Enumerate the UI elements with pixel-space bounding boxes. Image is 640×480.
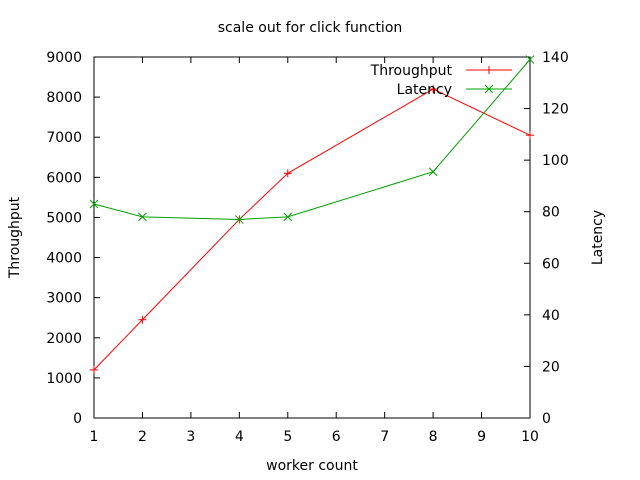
y-tick-label: 7000 xyxy=(46,130,82,146)
plot-frame xyxy=(93,56,531,419)
y-tick-label: 4000 xyxy=(46,251,82,267)
y-tick-label: 0 xyxy=(73,411,82,427)
x-tick-label: 4 xyxy=(235,429,244,445)
latency-point xyxy=(89,199,99,209)
legend-marker-throughput xyxy=(485,66,493,74)
ticks-layer: 1 2 3 4 5 6 7 8 9 1001000200030004000500060007000… xyxy=(46,50,568,445)
y2-tick-label: 100 xyxy=(542,153,569,169)
x-tick-label: 3 xyxy=(186,429,195,445)
y-tick-label: 8000 xyxy=(46,90,82,106)
throughput-point xyxy=(138,315,147,324)
x-tick-label: 9 xyxy=(477,429,486,445)
y-tick-label: 6000 xyxy=(46,170,82,186)
series-layer xyxy=(89,55,535,374)
throughput-series-line xyxy=(93,88,531,371)
y2-axis-label: Latency xyxy=(590,210,606,265)
y2-tick-label: 140 xyxy=(542,50,569,66)
y-tick-label: 5000 xyxy=(46,210,82,226)
y2-tick-label: 40 xyxy=(542,308,560,324)
latency-point xyxy=(525,55,535,64)
legend-marker-latency xyxy=(484,84,494,94)
throughput-point xyxy=(526,131,534,140)
y-tick-label: 2000 xyxy=(46,331,82,347)
throughput-point xyxy=(429,85,438,94)
x-tick-label: 1 xyxy=(90,429,99,445)
y2-tick-label: 20 xyxy=(542,359,560,375)
y-tick-label: 1000 xyxy=(46,371,82,387)
y-axis-label: Throughput xyxy=(7,196,23,279)
throughput-point xyxy=(283,169,292,178)
x-tick-label: 5 xyxy=(283,429,292,445)
x-tick-label: 8 xyxy=(429,429,438,445)
latency-series-line xyxy=(93,59,531,220)
throughput-point xyxy=(90,365,98,374)
x-tick-label: 6 xyxy=(332,429,341,445)
y2-tick-label: 80 xyxy=(542,205,560,221)
latency-point xyxy=(234,215,244,224)
chart-title: scale out for click function xyxy=(218,20,403,36)
x-axis-label: worker count xyxy=(266,458,358,474)
y2-tick-label: 120 xyxy=(542,102,569,118)
legend: Throughput Latency xyxy=(370,63,512,98)
y-tick-label: 3000 xyxy=(46,291,82,307)
y2-tick-label: 60 xyxy=(542,256,560,272)
y-tick-label: 9000 xyxy=(46,50,82,66)
legend-label-throughput: Throughput xyxy=(370,63,453,79)
legend-label-latency: Latency xyxy=(397,82,452,98)
x-tick-label: 7 xyxy=(380,429,389,445)
x-tick-label: 2 xyxy=(138,429,147,445)
latency-point xyxy=(138,212,147,222)
x-tick-label: 10 xyxy=(521,429,539,445)
y2-tick-label: 0 xyxy=(542,411,551,427)
latency-point xyxy=(428,167,438,177)
latency-point xyxy=(283,212,293,222)
